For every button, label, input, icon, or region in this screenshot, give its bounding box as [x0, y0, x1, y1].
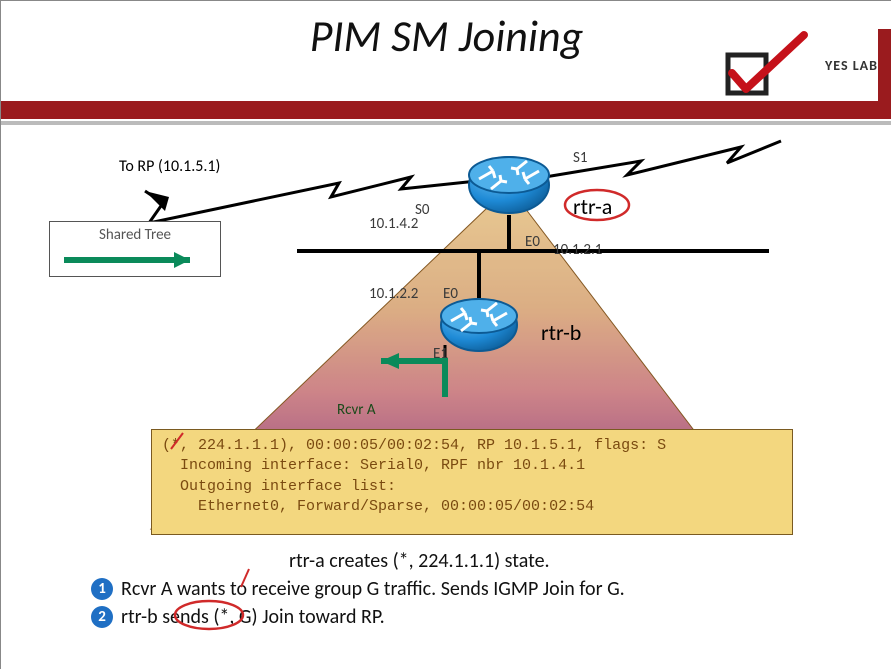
legend-label: Shared Tree [50, 226, 220, 244]
caption-line-2: 2 rtr-b sends (*, G) Join toward RP. [91, 605, 385, 629]
label-e0a-ip: 10.1.2.1 [553, 241, 602, 259]
label-rtr-a: rtr-a [573, 193, 612, 220]
label-e1: E1 [433, 345, 448, 363]
legend-shared-tree: Shared Tree [49, 221, 221, 277]
bullet-2: 2 [91, 606, 113, 628]
label-e0b: E0 [443, 285, 458, 303]
title-bar-gray [1, 121, 891, 125]
caption-1-text: Rcvr A wants to receive group G traffic.… [121, 577, 625, 601]
label-rcvr-a: Rcvr A [337, 401, 376, 419]
label-s0-ip: 10.1.4.2 [369, 215, 418, 233]
label-e0b-ip: 10.1.2.2 [369, 285, 418, 303]
yeslab-text: YES LAB [825, 57, 878, 74]
red-side-block [878, 29, 891, 101]
label-to-rp: To RP (10.1.5.1) [119, 157, 220, 176]
title-bar-red [1, 101, 891, 119]
bullet-1: 1 [91, 578, 113, 600]
caption-line-0: rtr-a creates (*, 224.1.1.1) state. [289, 549, 550, 573]
caption-2-text: rtr-b sends (*, G) Join toward RP. [121, 605, 385, 629]
mroute-output: (*, 224.1.1.1), 00:00:05/00:02:54, RP 10… [151, 429, 793, 535]
label-s1: S1 [573, 149, 588, 167]
label-e0a: E0 [525, 233, 540, 251]
label-rtr-b: rtr-b [541, 319, 581, 346]
caption-line-1: 1 Rcvr A wants to receive group G traffic… [91, 577, 625, 601]
